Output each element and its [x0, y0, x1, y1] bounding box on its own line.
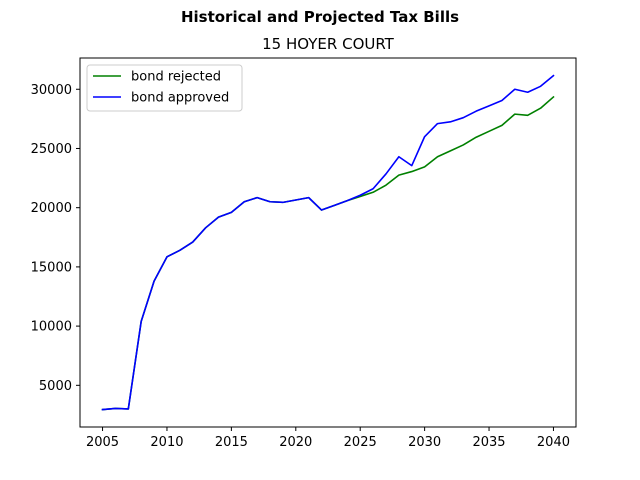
series-line-0: [101, 95, 555, 411]
y-axis: 5000 10000 15000 20000 25000 30000: [31, 83, 80, 394]
legend-box: [86, 64, 243, 112]
y-tick-label-3: 20000: [31, 201, 72, 216]
y-tick-label-4: 25000: [31, 142, 72, 157]
x-tick-label-4: 2025: [344, 435, 377, 450]
x-tick-label-5: 2030: [408, 435, 441, 450]
plot-frame: [79, 57, 577, 428]
x-tick-label-2: 2015: [215, 435, 248, 450]
x-tick-label-0: 2005: [86, 435, 119, 450]
plot-lines: [101, 74, 555, 411]
x-tick-label-7: 2040: [537, 435, 570, 450]
y-tick-label-1: 10000: [31, 320, 72, 335]
x-tick-label-3: 2020: [279, 435, 312, 450]
x-axis: 2005 2010 2015 2020 2025 2030 2035 2040: [86, 427, 570, 450]
chart-suptitle: Historical and Projected Tax Bills: [181, 8, 459, 26]
y-tick-label-5: 30000: [31, 83, 72, 98]
legend-entry-1: bond approved: [131, 91, 229, 106]
x-tick-label-1: 2010: [150, 435, 183, 450]
x-tick-label-6: 2035: [472, 435, 505, 450]
y-tick-label-0: 5000: [39, 379, 72, 394]
legend-entry-0: bond rejected: [131, 70, 221, 85]
y-tick-label-2: 15000: [31, 260, 72, 275]
series-line-1: [101, 74, 555, 411]
chart-title: 15 HOYER COURT: [262, 35, 395, 53]
legend: bond rejected bond approved: [86, 64, 243, 112]
